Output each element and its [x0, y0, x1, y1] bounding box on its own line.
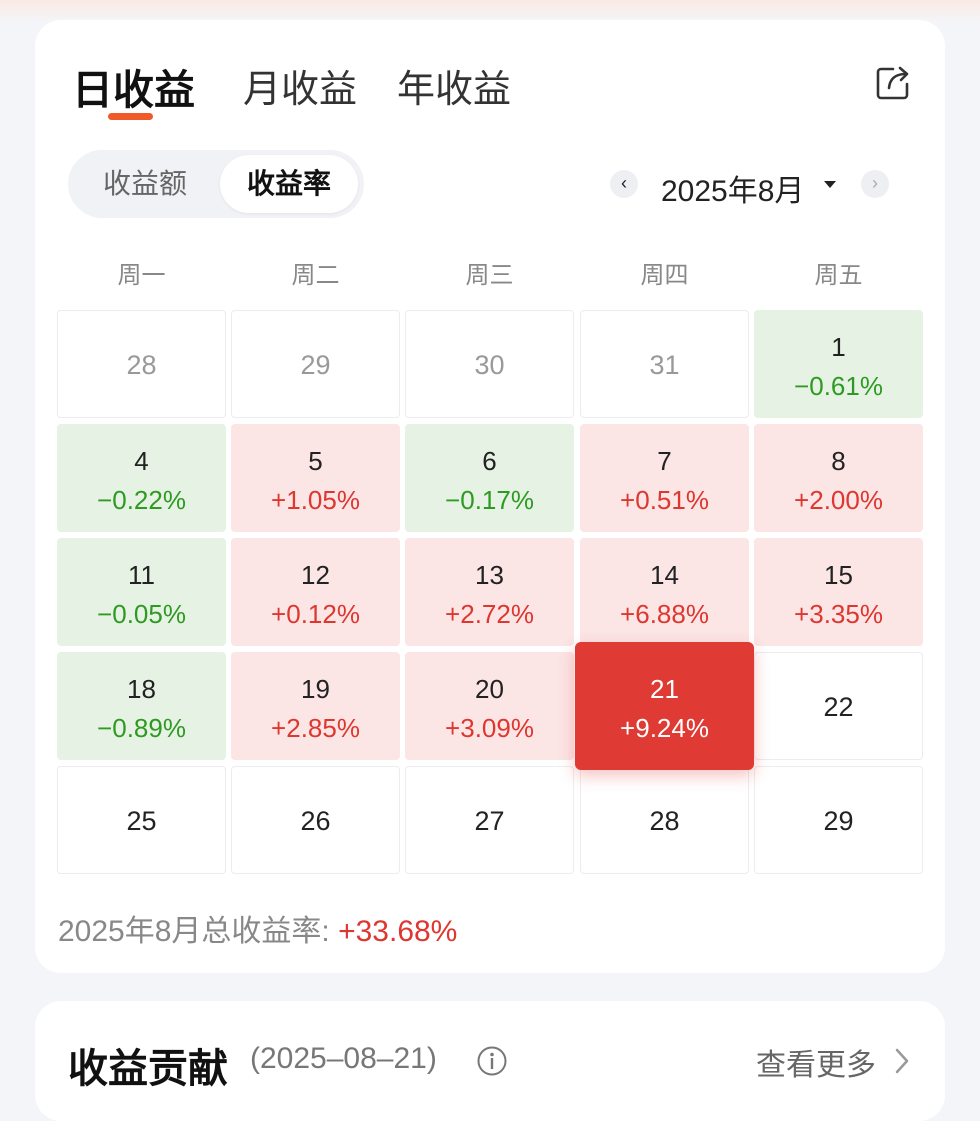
day-number: 6 — [482, 446, 497, 476]
next-month-button[interactable]: › — [861, 170, 889, 198]
prev-month-button[interactable]: ‹ — [610, 170, 638, 198]
day-number: 21 — [650, 674, 679, 704]
calendar-day[interactable]: 6 −0.17% — [405, 424, 574, 532]
calendar-day[interactable]: 29 — [231, 310, 400, 418]
caret-down-icon[interactable] — [824, 181, 836, 188]
calendar-day[interactable]: 12 +0.12% — [231, 538, 400, 646]
day-return-rate: −0.17% — [445, 485, 534, 515]
chevron-right-icon[interactable] — [892, 1046, 912, 1076]
day-return-rate: +6.88% — [620, 599, 709, 629]
day-number: 14 — [650, 560, 679, 590]
calendar-day[interactable]: 13 +2.72% — [405, 538, 574, 646]
day-return-rate: −0.61% — [794, 371, 883, 401]
day-return-rate: +0.51% — [620, 485, 709, 515]
day-return-rate: +1.05% — [271, 485, 360, 515]
calendar-day[interactable]: 15 +3.35% — [754, 538, 923, 646]
calendar-day[interactable]: 28 — [580, 766, 749, 874]
weekday-header: 周五 — [814, 262, 863, 289]
tab-yearly[interactable]: 年收益 — [397, 69, 512, 111]
calendar-day[interactable]: 18 −0.89% — [57, 652, 226, 760]
summary-label: 2025年8月总收益率: — [58, 915, 339, 948]
weekday-header: 周二 — [291, 262, 340, 289]
summary-value: +33.68% — [338, 915, 458, 948]
calendar-day-selected[interactable]: 21 +9.24% — [575, 642, 754, 770]
calendar-day[interactable]: 14 +6.88% — [580, 538, 749, 646]
calendar-day[interactable]: 25 — [57, 766, 226, 874]
segment-amount[interactable]: 收益额 — [102, 168, 187, 199]
day-number: 15 — [824, 560, 853, 590]
calendar-day[interactable]: 22 — [754, 652, 923, 760]
day-number: 8 — [831, 446, 846, 476]
day-return-rate: +2.85% — [271, 713, 360, 743]
calendar-day[interactable]: 5 +1.05% — [231, 424, 400, 532]
calendar-day[interactable]: 8 +2.00% — [754, 424, 923, 532]
calendar-day[interactable]: 20 +3.09% — [405, 652, 574, 760]
view-more-link[interactable]: 查看更多 — [756, 1049, 876, 1082]
calendar-day[interactable]: 19 +2.85% — [231, 652, 400, 760]
segment-rate[interactable]: 收益率 — [220, 155, 358, 213]
contribution-title: 收益贡献 — [68, 1047, 228, 1091]
contribution-date: (2025–08–21) — [250, 1042, 437, 1075]
day-number: 20 — [475, 674, 504, 704]
calendar-day[interactable]: 29 — [754, 766, 923, 874]
calendar-day[interactable]: 28 — [57, 310, 226, 418]
day-number: 28 — [126, 350, 157, 380]
calendar-day[interactable]: 26 — [231, 766, 400, 874]
day-number: 1 — [831, 332, 846, 362]
day-number: 18 — [127, 674, 156, 704]
day-return-rate: +3.09% — [445, 713, 534, 743]
day-number: 29 — [300, 350, 331, 380]
day-number: 26 — [300, 806, 331, 836]
monthly-summary: 2025年8月总收益率: +33.68% — [58, 906, 457, 950]
day-number: 22 — [823, 692, 854, 722]
tab-monthly[interactable]: 月收益 — [243, 69, 358, 111]
day-return-rate: +0.12% — [271, 599, 360, 629]
day-return-rate: +2.00% — [794, 485, 883, 515]
calendar-day[interactable]: 27 — [405, 766, 574, 874]
info-icon[interactable] — [476, 1045, 508, 1077]
day-return-rate: −0.89% — [97, 713, 186, 743]
day-return-rate: −0.05% — [97, 599, 186, 629]
day-number: 7 — [657, 446, 672, 476]
day-number: 19 — [301, 674, 330, 704]
day-number: 12 — [301, 560, 330, 590]
active-tab-indicator — [108, 113, 153, 120]
share-icon[interactable] — [873, 63, 913, 103]
day-number: 29 — [823, 806, 854, 836]
day-number: 4 — [134, 446, 149, 476]
day-return-rate: −0.22% — [97, 485, 186, 515]
day-number: 30 — [474, 350, 505, 380]
month-selector[interactable]: 2025年8月 — [661, 175, 805, 208]
weekday-header: 周三 — [465, 262, 514, 289]
day-number: 25 — [126, 806, 157, 836]
day-number: 27 — [474, 806, 505, 836]
calendar-day[interactable]: 7 +0.51% — [580, 424, 749, 532]
weekday-header: 周四 — [640, 262, 689, 289]
day-return-rate: +2.72% — [445, 599, 534, 629]
day-number: 11 — [128, 560, 155, 590]
day-number: 13 — [475, 560, 504, 590]
day-number: 5 — [308, 446, 323, 476]
calendar-day[interactable]: 30 — [405, 310, 574, 418]
metric-toggle: 收益额 收益率 — [68, 150, 364, 218]
day-return-rate: +3.35% — [794, 599, 883, 629]
tab-daily[interactable]: 日收益 — [72, 67, 195, 113]
weekday-header: 周一 — [117, 262, 166, 289]
day-number: 28 — [649, 806, 680, 836]
top-strip — [0, 0, 980, 22]
calendar-day[interactable]: 4 −0.22% — [57, 424, 226, 532]
calendar-day[interactable]: 11 −0.05% — [57, 538, 226, 646]
calendar-day[interactable]: 1 −0.61% — [754, 310, 923, 418]
day-number: 31 — [649, 350, 680, 380]
day-return-rate: +9.24% — [620, 713, 709, 743]
calendar-day[interactable]: 31 — [580, 310, 749, 418]
